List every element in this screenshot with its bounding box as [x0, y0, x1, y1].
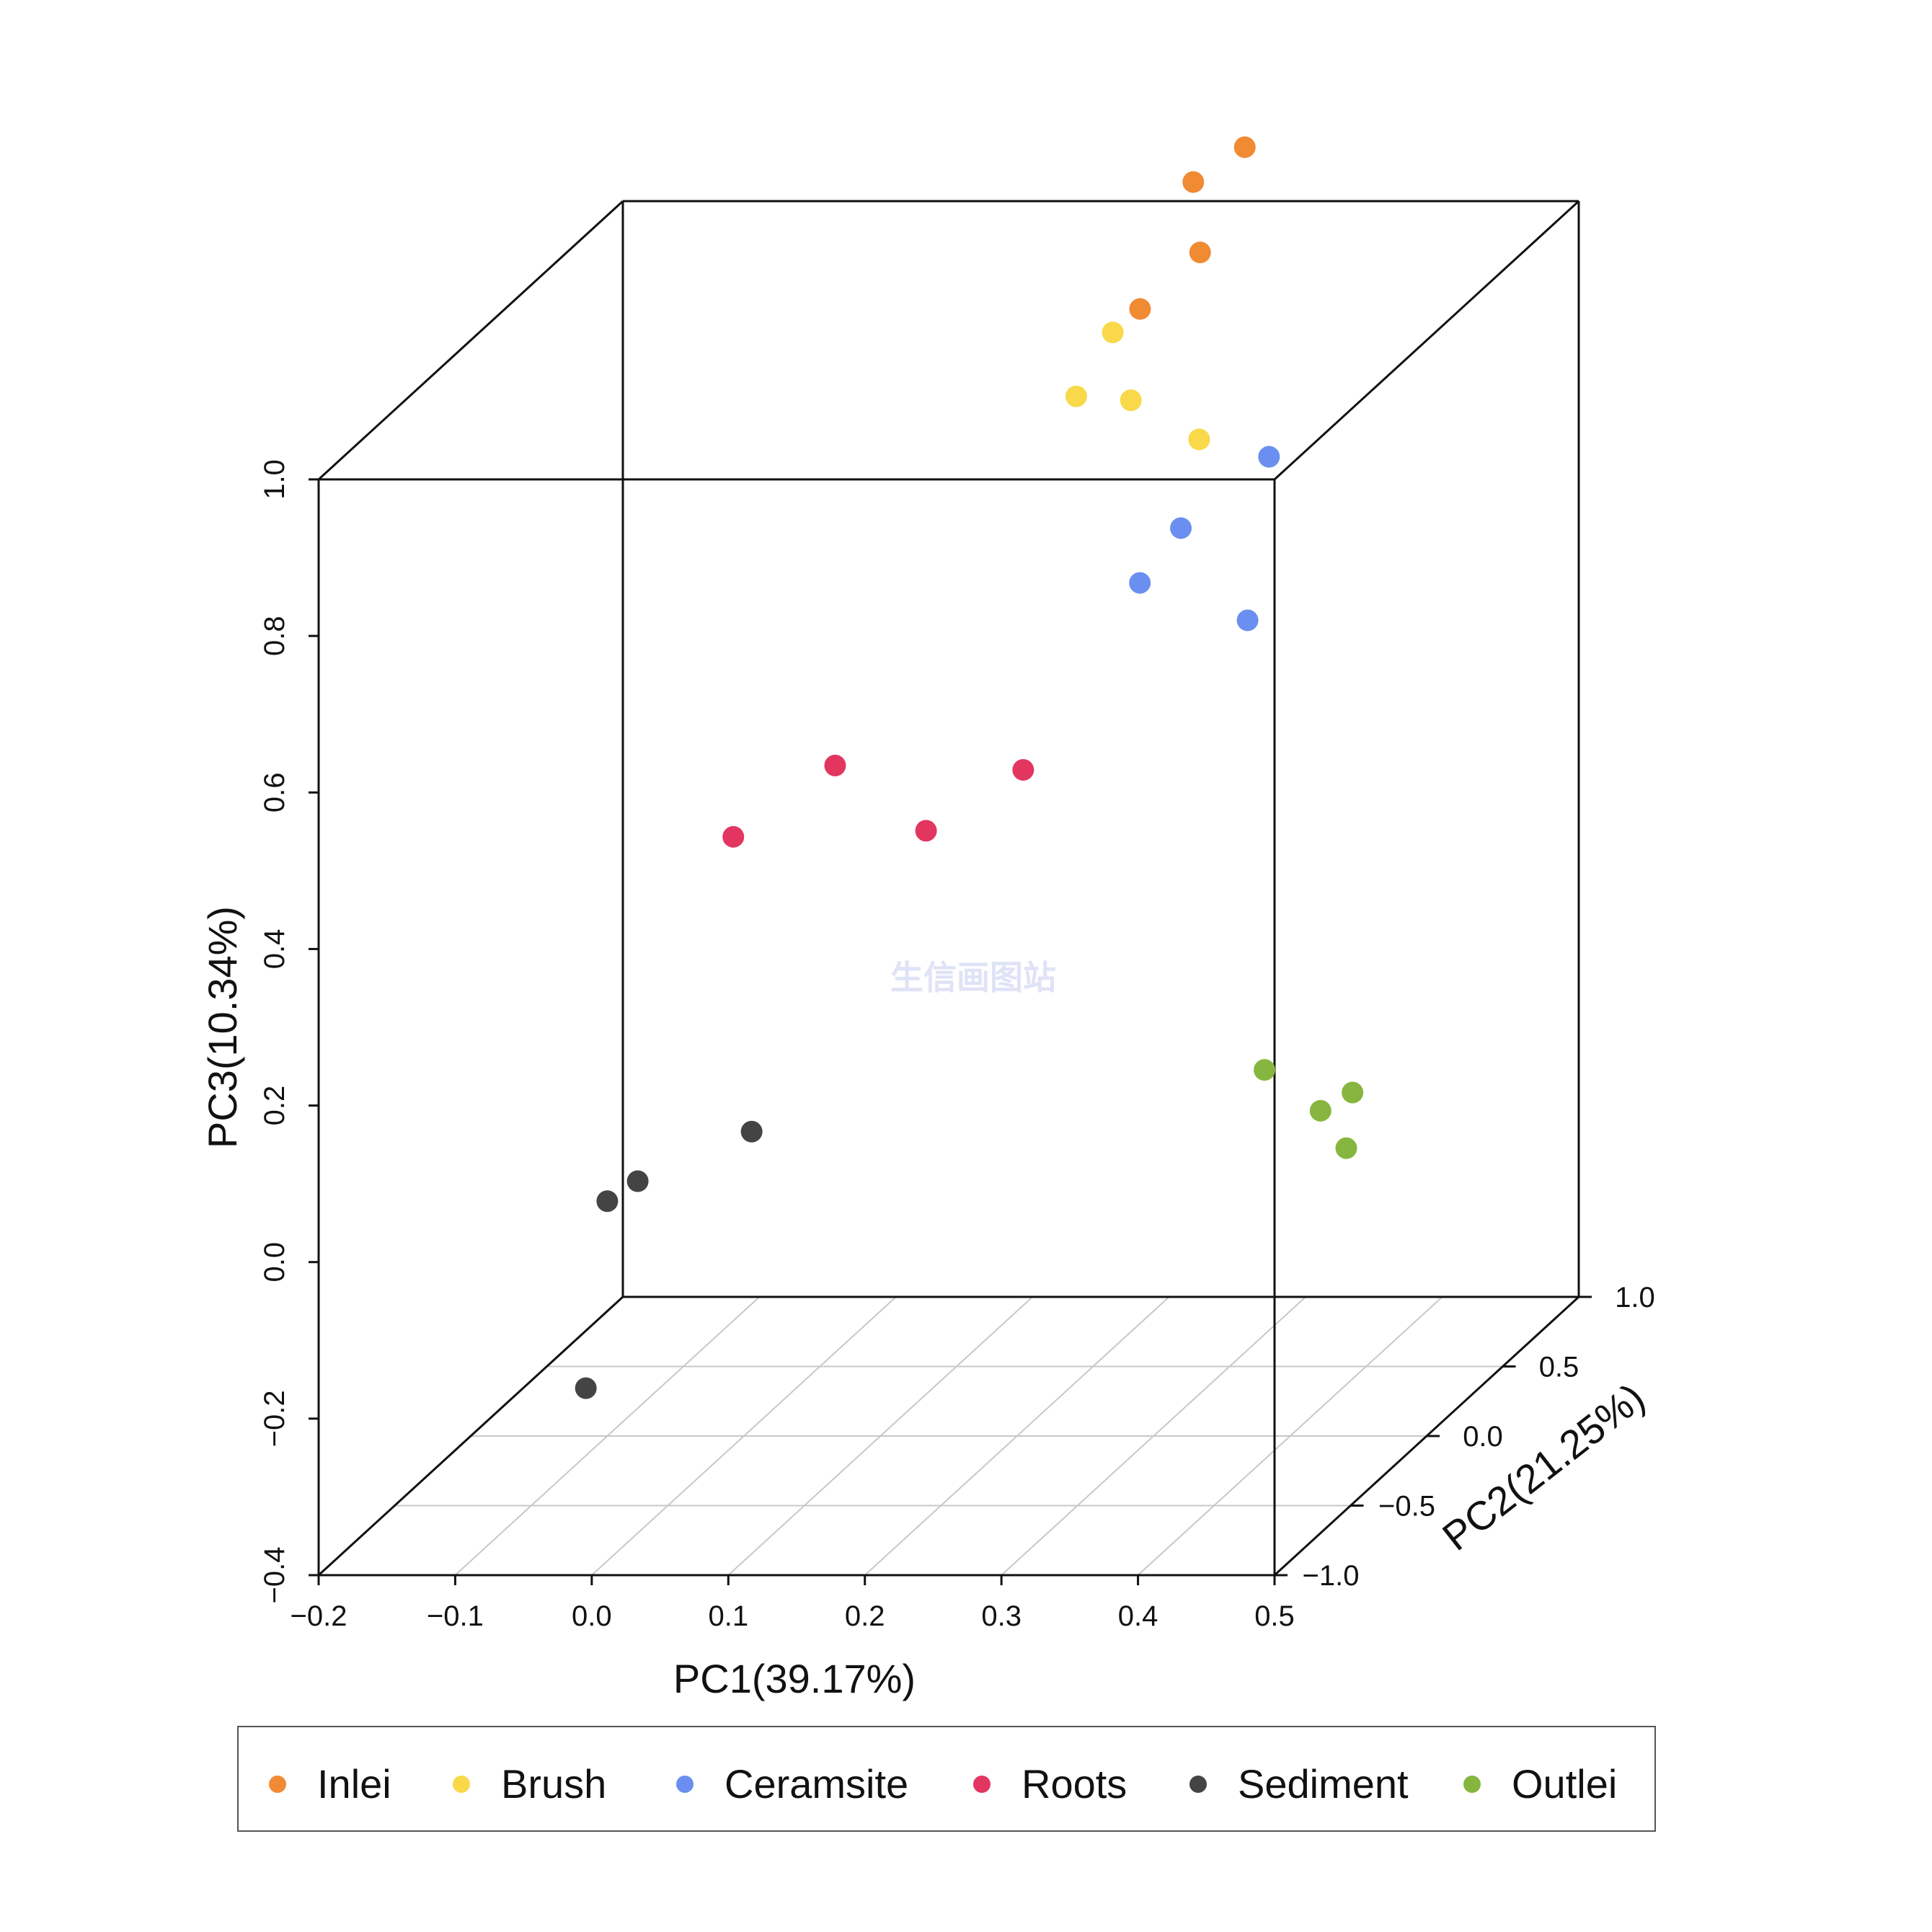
legend-marker-sediment: [1189, 1776, 1207, 1793]
legend: Inlei Brush Ceramsite Roots Sediment Outlei: [237, 1726, 1656, 1832]
point-brush: [1102, 322, 1124, 344]
z-tick-label: 1.0: [259, 459, 291, 500]
point-outlei: [1254, 1059, 1276, 1081]
point-ceramsite: [1129, 572, 1151, 594]
point-roots: [1012, 758, 1034, 781]
box-edge: [1273, 200, 1580, 481]
axis-ticks: −0.2 −0.1 0.0 0.1 0.2 0.3 0.4 0.5−0.4−0.20.00.2…: [259, 459, 1655, 1632]
x-tick-label: 0.4: [1118, 1600, 1158, 1632]
data-points: [575, 136, 1364, 1399]
y-tick-label: −1.0: [1303, 1560, 1360, 1592]
z-tick-label: 0.8: [259, 616, 291, 656]
point-ceramsite: [1258, 446, 1280, 468]
plot-box: [317, 200, 1580, 1577]
legend-label-sediment: Sediment: [1238, 1761, 1409, 1807]
point-inlei: [1182, 171, 1205, 193]
point-sediment: [740, 1120, 763, 1143]
x-tick-label: 0.5: [1254, 1600, 1295, 1632]
point-sediment: [596, 1190, 619, 1213]
y-tick-label: −0.5: [1378, 1491, 1435, 1523]
y-tick-label: 0.0: [1463, 1421, 1503, 1453]
legend-label-roots: Roots: [1022, 1761, 1127, 1807]
point-ceramsite: [1236, 609, 1259, 632]
point-roots: [824, 754, 846, 776]
point-outlei: [1309, 1099, 1331, 1122]
point-brush: [1188, 428, 1210, 451]
y-axis-label: PC2(21.25%): [1434, 1374, 1653, 1559]
z-tick-label: 0.2: [259, 1086, 291, 1126]
z-tick-label: −0.2: [259, 1390, 291, 1447]
point-outlei: [1335, 1137, 1357, 1159]
legend-marker-inlei: [269, 1776, 286, 1793]
z-tick-label: 0.6: [259, 772, 291, 812]
legend-marker-outlei: [1463, 1776, 1481, 1793]
point-outlei: [1342, 1081, 1364, 1104]
point-brush: [1120, 389, 1142, 412]
legend-label-inlei: Inlei: [317, 1761, 391, 1807]
legend-marker-brush: [453, 1776, 470, 1793]
point-roots: [722, 825, 745, 848]
box-edge: [317, 200, 624, 481]
legend-label-brush: Brush: [501, 1761, 606, 1807]
z-tick-label: 0.0: [259, 1242, 291, 1282]
point-sediment: [626, 1170, 649, 1192]
point-sediment: [575, 1377, 597, 1399]
y-tick-label: 0.5: [1539, 1352, 1579, 1383]
x-axis-label: PC1(39.17%): [673, 1656, 916, 1701]
legend-marker-roots: [973, 1776, 991, 1793]
legend-marker-ceramsite: [676, 1776, 694, 1793]
x-tick-label: 0.2: [845, 1600, 885, 1632]
x-tick-label: 0.3: [981, 1600, 1022, 1632]
point-brush: [1065, 385, 1087, 407]
point-roots: [915, 820, 937, 842]
z-tick-label: 0.4: [259, 929, 291, 970]
y-tick-label: 1.0: [1615, 1282, 1655, 1313]
x-tick-label: 0.0: [572, 1600, 612, 1632]
point-inlei: [1189, 241, 1211, 264]
z-axis-label: PC3(10.34%): [200, 906, 245, 1148]
floor-grid: [394, 1296, 1503, 1576]
legend-label-ceramsite: Ceramsite: [724, 1761, 908, 1807]
x-tick-label: −0.2: [291, 1600, 347, 1632]
point-inlei: [1233, 136, 1256, 159]
x-tick-label: −0.1: [427, 1600, 484, 1632]
legend-label-outlei: Outlei: [1512, 1761, 1617, 1807]
point-inlei: [1129, 298, 1151, 320]
point-ceramsite: [1170, 517, 1192, 539]
x-tick-label: 0.1: [708, 1600, 748, 1632]
legend-box: [237, 1726, 1656, 1832]
watermark: 生信画图站: [890, 959, 1056, 996]
z-tick-label: −0.4: [259, 1547, 291, 1604]
box-edge: [317, 1295, 624, 1577]
